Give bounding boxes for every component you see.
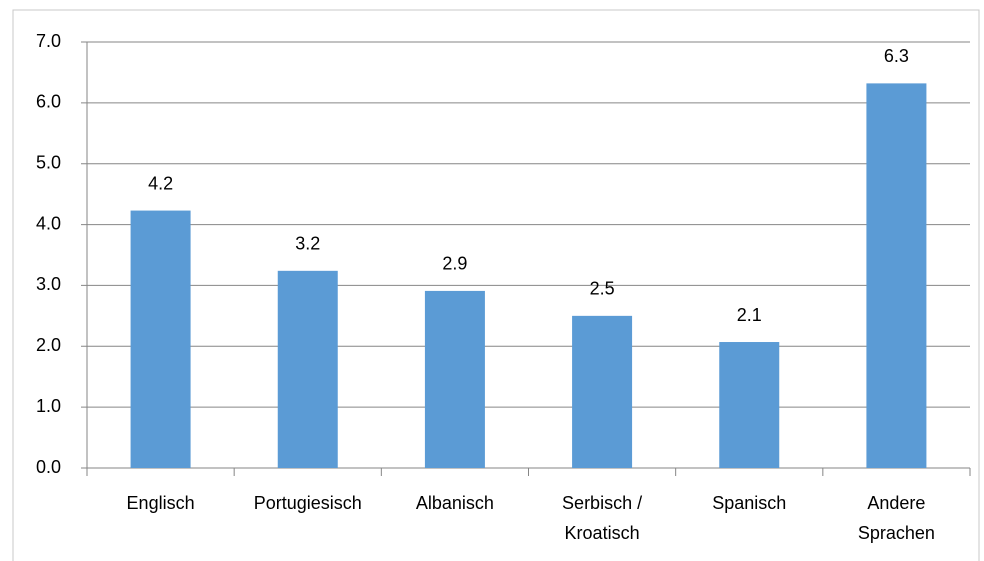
data-label: 4.2 bbox=[148, 173, 173, 193]
bar bbox=[424, 290, 485, 468]
data-label: 2.5 bbox=[590, 279, 615, 299]
data-label: 6.3 bbox=[884, 46, 909, 66]
y-tick-label: 2.0 bbox=[36, 335, 61, 355]
x-tick-label: Albanisch bbox=[415, 493, 494, 513]
x-tick-label: Portugiesisch bbox=[253, 493, 362, 513]
bar bbox=[130, 210, 191, 468]
chart-frame bbox=[12, 9, 980, 561]
y-tick-label: 6.0 bbox=[36, 92, 61, 112]
y-tick-label: 7.0 bbox=[36, 31, 61, 51]
bar bbox=[719, 342, 780, 468]
data-label: 2.9 bbox=[442, 254, 467, 274]
y-tick-label: 4.0 bbox=[36, 213, 61, 233]
y-tick-label: 0.0 bbox=[36, 457, 61, 477]
x-tick-label: Spanisch bbox=[712, 493, 787, 513]
bar bbox=[866, 83, 927, 468]
y-tick-label: 1.0 bbox=[36, 396, 61, 416]
y-tick-label: 3.0 bbox=[36, 274, 61, 294]
data-label: 3.2 bbox=[295, 234, 320, 254]
data-label: 2.1 bbox=[737, 305, 762, 325]
bar bbox=[277, 270, 338, 468]
x-tick-label: Englisch bbox=[126, 493, 195, 513]
x-tick-label: Andere Sprachen bbox=[857, 493, 935, 543]
bar bbox=[572, 315, 633, 468]
x-tick-label: Serbisch / Kroatisch bbox=[562, 493, 643, 543]
y-tick-label: 5.0 bbox=[36, 152, 61, 172]
